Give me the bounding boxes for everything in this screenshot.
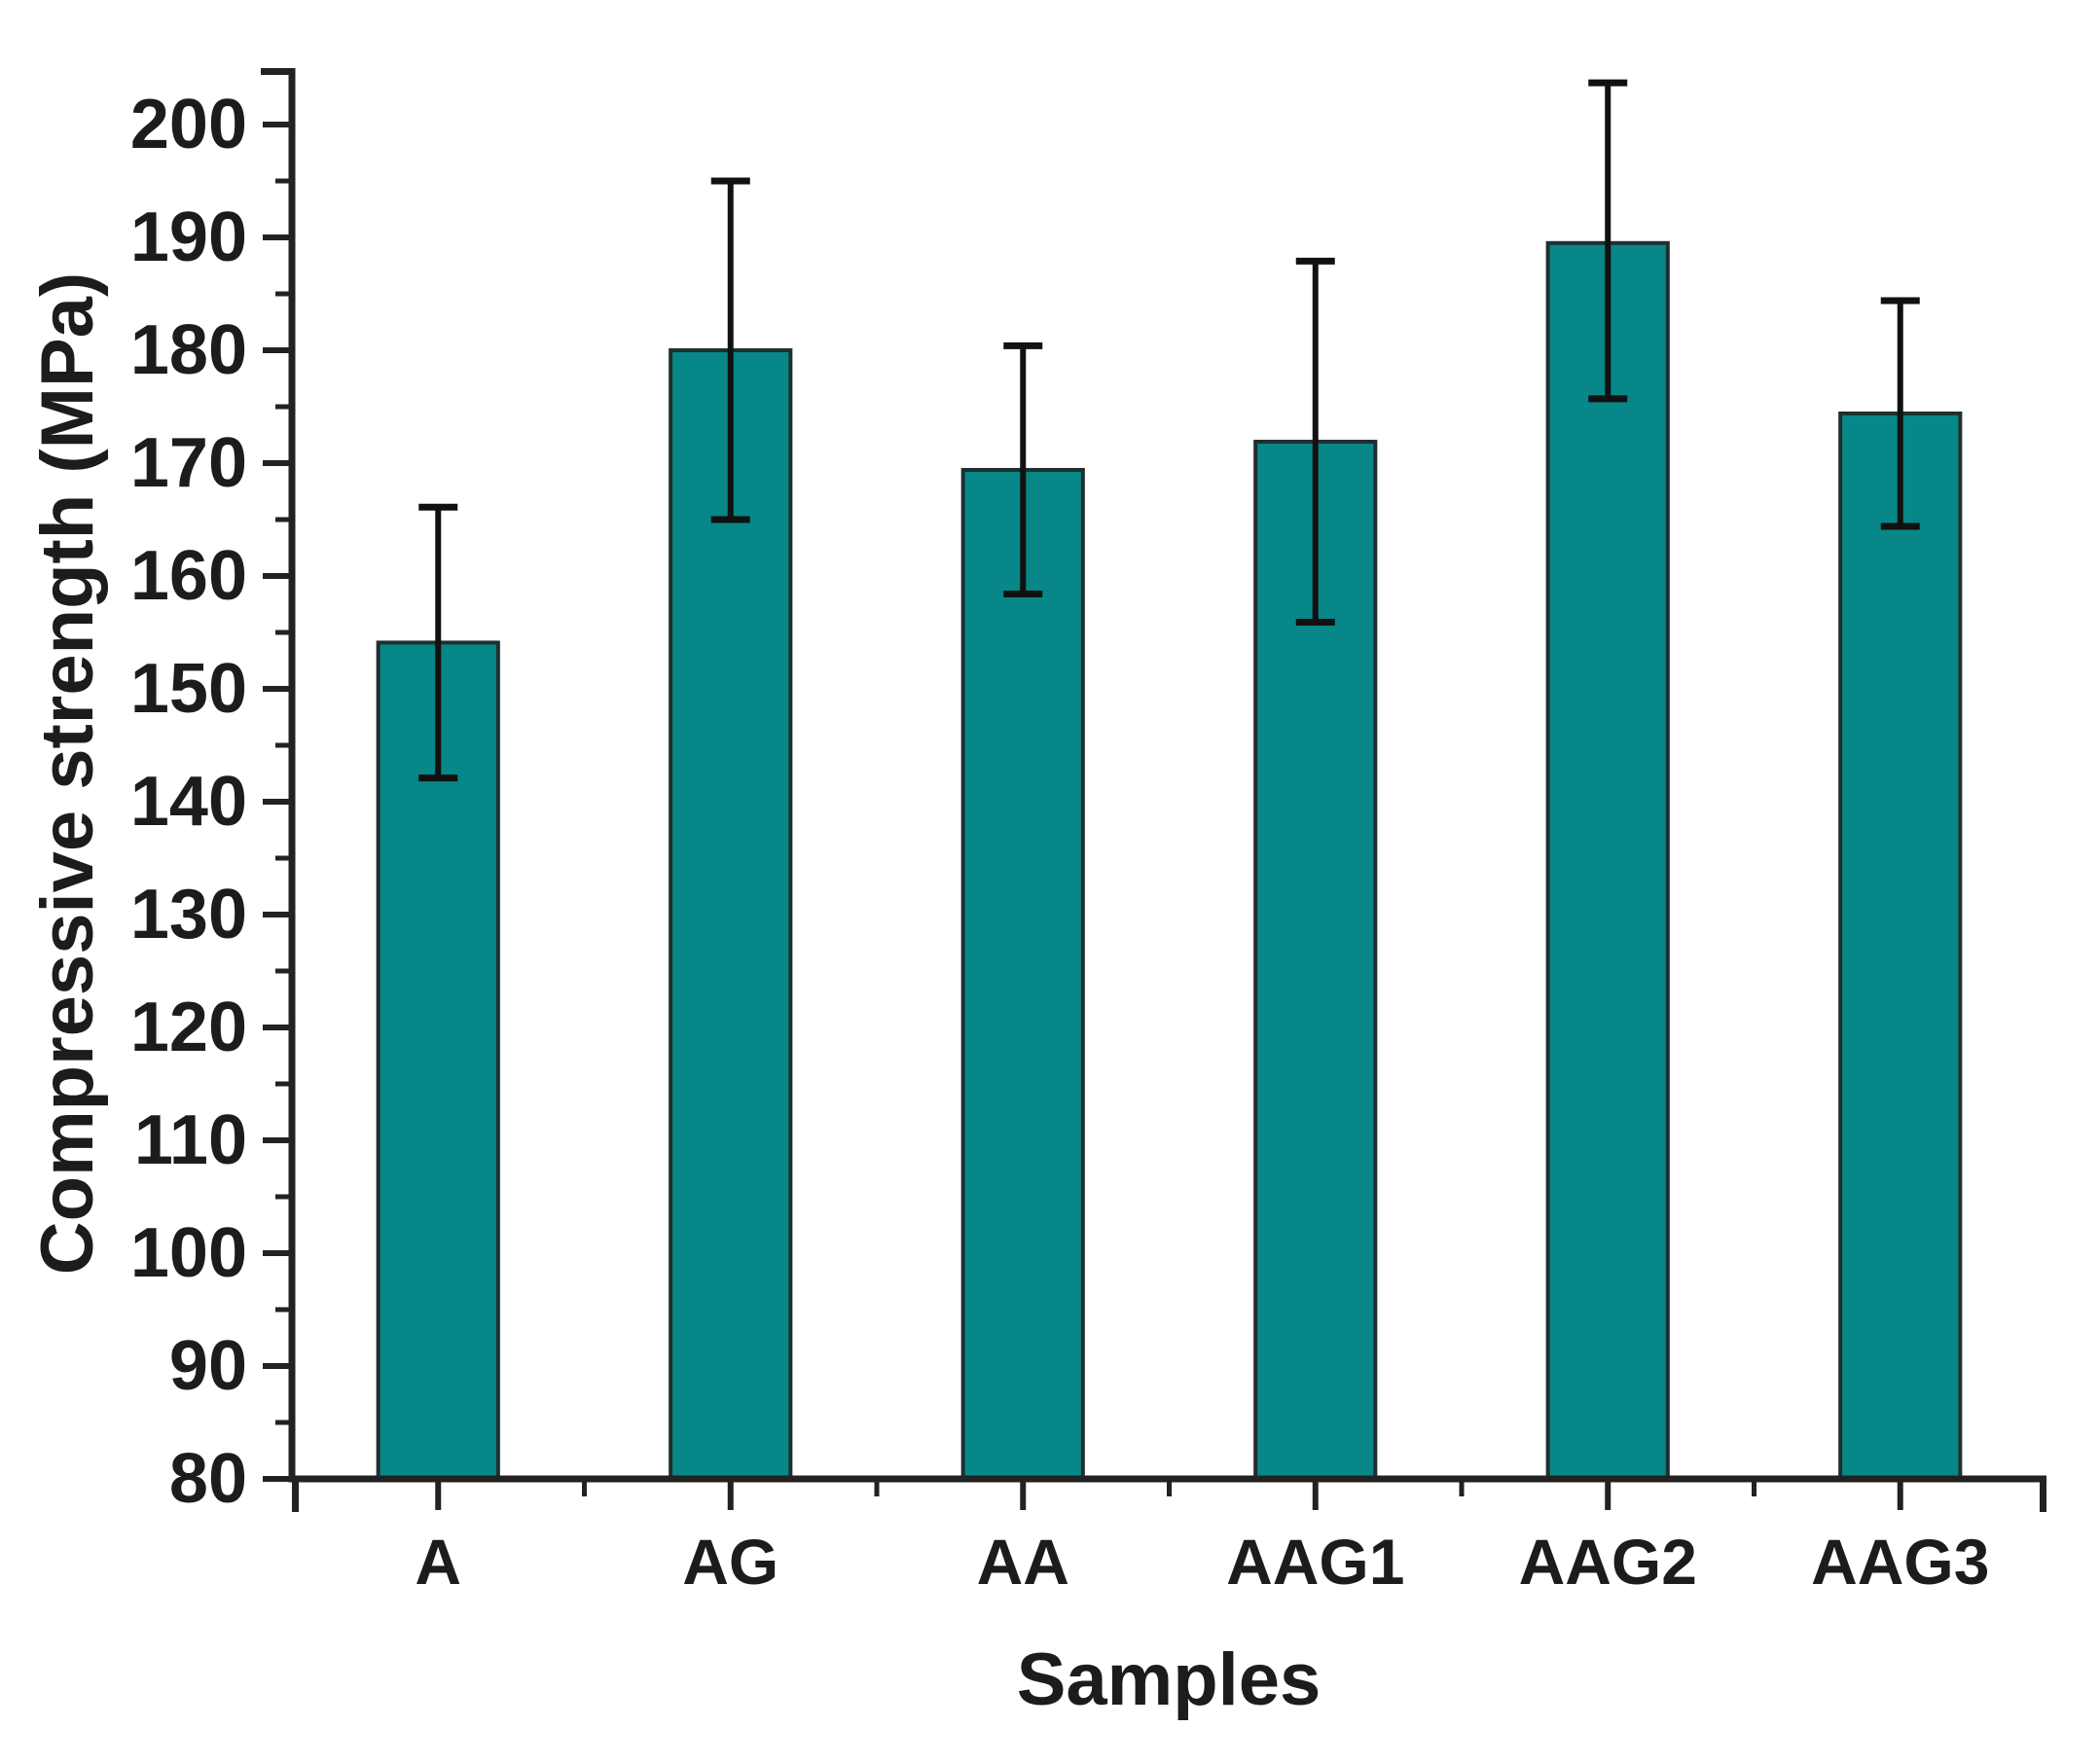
bars-layer	[376, 240, 1963, 1482]
x-tick-label-A: A	[415, 1526, 461, 1598]
y-tick-label-150: 150	[130, 650, 247, 728]
y-tick-label-110: 110	[134, 1101, 247, 1179]
bar-AA	[960, 467, 1085, 1482]
y-tick-label-140: 140	[130, 763, 247, 841]
y-tick-label-90: 90	[169, 1327, 247, 1405]
x-tick-label-AA: AA	[977, 1526, 1069, 1598]
y-tick-label-80: 80	[169, 1440, 247, 1518]
bar-A	[376, 640, 500, 1481]
bar-AG	[669, 348, 793, 1481]
y-tick-label-130: 130	[130, 876, 247, 953]
x-tick-label-AAG1: AAG1	[1226, 1526, 1404, 1598]
error-bars-layer	[418, 79, 1920, 782]
x-axis-title: Samples	[1017, 1638, 1322, 1721]
bar-AAG3	[1838, 411, 1963, 1482]
y-tick-label-100: 100	[130, 1214, 247, 1292]
y-axis-title: Compressive strength (MPa)	[26, 272, 109, 1275]
y-tick-label-170: 170	[130, 424, 247, 502]
x-tick-label-AG: AG	[682, 1526, 778, 1598]
y-tick-label-120: 120	[130, 989, 247, 1066]
axes-layer	[261, 68, 2046, 1512]
y-tick-label-180: 180	[130, 311, 247, 389]
bar-AAG2	[1545, 240, 1670, 1481]
y-tick-label-160: 160	[130, 537, 247, 615]
x-tick-label-AAG3: AAG3	[1811, 1526, 1989, 1598]
y-tick-label-200: 200	[130, 86, 247, 163]
y-tick-label-190: 190	[130, 198, 247, 276]
x-tick-label-AAG2: AAG2	[1519, 1526, 1697, 1598]
